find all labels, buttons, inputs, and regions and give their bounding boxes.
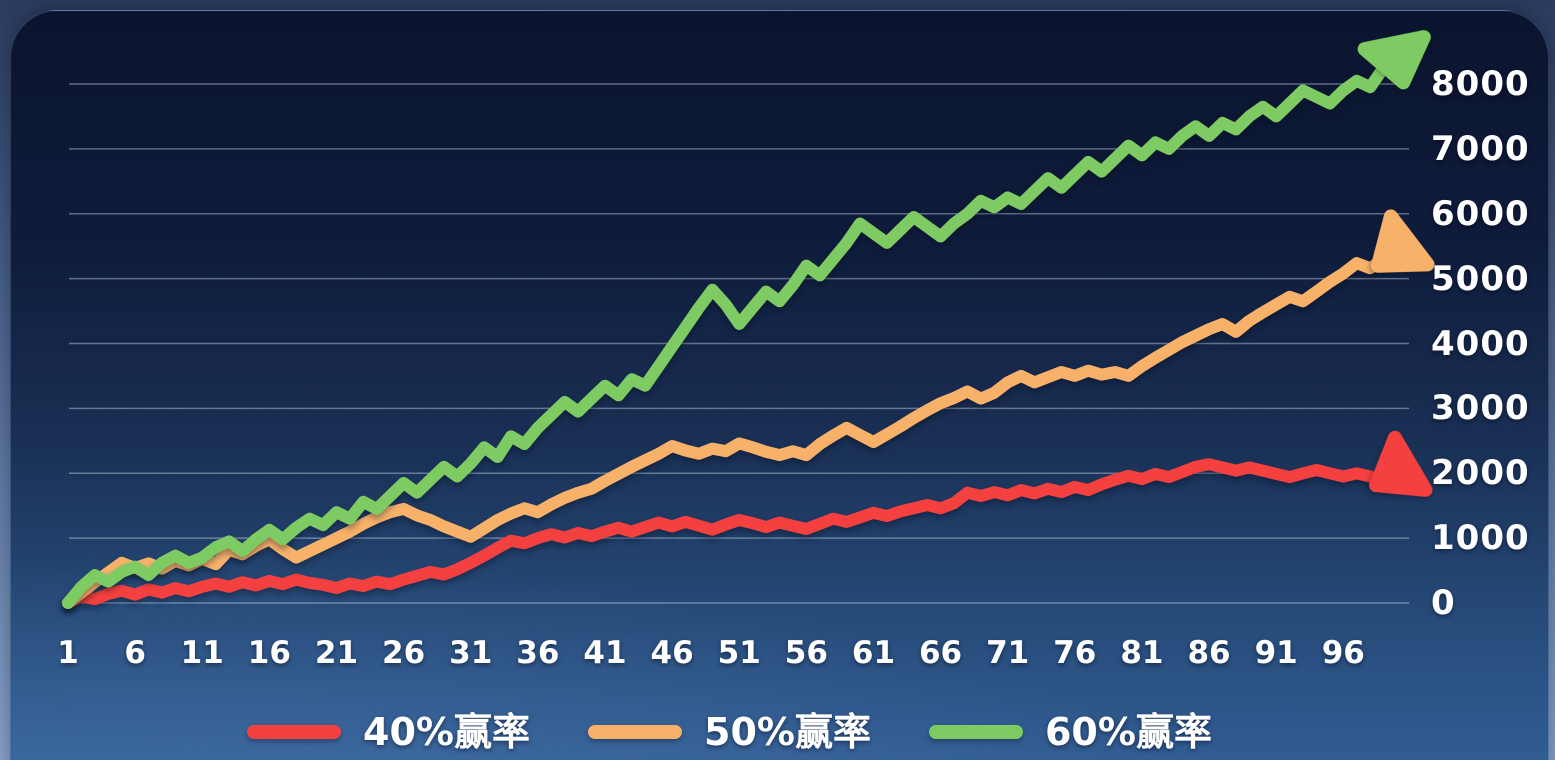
x-axis-tick-label: 86 [1187, 635, 1231, 671]
trend-arrow-icon [1357, 30, 1431, 90]
legend-item-0[interactable]: 40%赢率 [247, 709, 530, 755]
line-series-1 [62, 243, 1403, 609]
legend-label: 50%赢率 [704, 710, 871, 754]
x-axis-tick-label: 61 [851, 635, 896, 671]
x-axis-tick-label: 21 [314, 635, 359, 671]
x-axis-tick-label: 26 [382, 635, 426, 671]
x-axis-tick-label: 76 [1053, 635, 1097, 671]
legend-swatch-icon [928, 725, 1023, 739]
x-axis-tick-label: 51 [717, 635, 761, 671]
x-axis-tick-label: 31 [449, 635, 493, 671]
x-axis-tick-label: 96 [1321, 635, 1365, 671]
x-axis-tick-label: 56 [784, 635, 828, 671]
line-series-2 [62, 52, 1403, 609]
series-lines [62, 52, 1403, 609]
x-axis-tick-label: 16 [247, 635, 291, 671]
line-chart-canvas [62, 30, 1435, 609]
x-axis-tick-label: 11 [180, 635, 224, 671]
x-axis-tick-label: 81 [1120, 635, 1164, 671]
trend-arrow-icon [1369, 430, 1433, 497]
x-axis-tick-label: 66 [918, 635, 963, 671]
y-axis-tick-label: 1000 [1431, 518, 1530, 559]
y-axis-tick-label: 8000 [1431, 64, 1530, 104]
y-axis-tick-label: 7000 [1431, 128, 1530, 169]
x-axis-tick-label: 6 [124, 635, 146, 671]
x-axis-tick-label: 1 [57, 635, 79, 671]
legend-label: 60%赢率 [1044, 710, 1212, 754]
x-axis-tick-label: 41 [583, 635, 627, 671]
y-axis-tick-label: 0 [1431, 583, 1456, 623]
x-axis-tick-label: 71 [986, 635, 1030, 671]
x-axis-tick-label: 46 [650, 635, 694, 671]
legend-label: 40%赢率 [363, 710, 531, 754]
trend-arrow-icon [1370, 209, 1435, 273]
legend-swatch-icon [247, 725, 342, 739]
y-axis-tick-label: 4000 [1431, 323, 1530, 364]
chart-card: 0 1000 2000 3000 4000 5000 6000 7000 8000 1 6 11 16… [10, 10, 1549, 760]
legend-item-1[interactable]: 50%赢率 [588, 709, 871, 755]
legend-item-2[interactable]: 60%赢率 [928, 709, 1212, 755]
line-series-0 [62, 458, 1403, 609]
x-axis-tick-label: 36 [516, 635, 560, 671]
y-axis-tick-label: 5000 [1431, 258, 1530, 299]
y-axis-tick-label: 2000 [1431, 453, 1530, 494]
trend-arrows [1357, 30, 1435, 497]
y-axis-tick-label: 6000 [1431, 193, 1530, 234]
legend-swatch-icon [588, 725, 683, 739]
y-axis-tick-label: 3000 [1431, 388, 1530, 429]
x-axis-tick-label: 91 [1254, 635, 1298, 671]
chart-legend: 40%赢率 50%赢率 60%赢率 [11, 707, 1448, 757]
